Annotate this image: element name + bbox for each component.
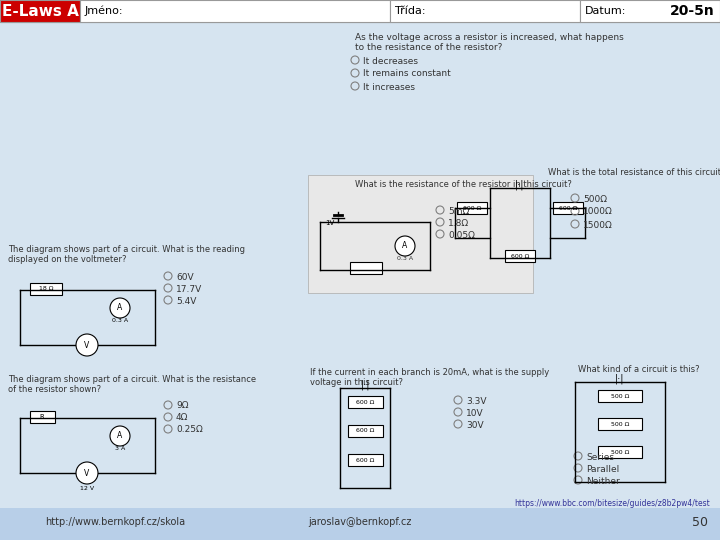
Text: |·|: |·| — [616, 374, 625, 384]
Bar — [598, 446, 642, 458]
Text: Series: Series — [586, 453, 614, 462]
Text: 5.4V: 5.4V — [176, 296, 197, 306]
Text: Parallel: Parallel — [586, 464, 619, 474]
Circle shape — [110, 298, 130, 318]
Text: 600 Ω: 600 Ω — [510, 253, 529, 259]
Text: 0.25Ω: 0.25Ω — [176, 426, 203, 435]
Text: 3 A: 3 A — [115, 447, 125, 451]
Text: 600 Ω: 600 Ω — [356, 400, 374, 404]
Bar — [0, 508, 720, 540]
Text: 30V: 30V — [466, 421, 484, 429]
Bar — [598, 418, 642, 430]
Text: 1.8Ω: 1.8Ω — [448, 219, 469, 227]
Text: What is the total resistance of this circuit?: What is the total resistance of this cir… — [548, 168, 720, 177]
Text: Neither: Neither — [586, 476, 620, 485]
Bar — [348, 454, 383, 466]
Bar — [505, 250, 535, 262]
Text: 0.3 A: 0.3 A — [397, 256, 413, 261]
Text: A: A — [402, 241, 408, 251]
Text: 600 Ω: 600 Ω — [559, 206, 577, 211]
Text: The diagram shows part of a circuit. What is the resistance
of the resistor show: The diagram shows part of a circuit. Wha… — [8, 375, 256, 394]
Text: |·|: |·| — [360, 380, 370, 390]
Text: Jméno:: Jméno: — [85, 6, 124, 16]
Text: As the voltage across a resistor is increased, what happens
to the resistance of: As the voltage across a resistor is incr… — [355, 33, 624, 52]
Text: 5mΩ: 5mΩ — [448, 206, 469, 215]
Bar — [30, 411, 55, 423]
Bar — [390, 0, 580, 22]
Text: V: V — [84, 469, 89, 477]
Text: 9Ω: 9Ω — [176, 402, 189, 410]
Text: http://www.bernkopf.cz/skola: http://www.bernkopf.cz/skola — [45, 517, 185, 527]
Text: A: A — [117, 431, 122, 441]
Text: The diagram shows part of a circuit. What is the reading
displayed on the voltme: The diagram shows part of a circuit. Wha… — [8, 245, 245, 265]
Text: It decreases: It decreases — [363, 57, 418, 65]
Text: It remains constant: It remains constant — [363, 70, 451, 78]
Text: 4Ω: 4Ω — [176, 414, 189, 422]
Bar — [348, 396, 383, 408]
Text: 500 Ω: 500 Ω — [611, 449, 629, 455]
Bar — [350, 262, 382, 274]
Text: 600 Ω: 600 Ω — [463, 206, 481, 211]
Text: 1500Ω: 1500Ω — [583, 220, 613, 230]
Bar — [0, 0, 80, 22]
Text: 1V: 1V — [325, 220, 334, 226]
Text: 20-5n: 20-5n — [670, 4, 715, 18]
Text: |·|: |·| — [516, 180, 525, 190]
Bar — [598, 390, 642, 402]
Text: 18 Ω: 18 Ω — [39, 287, 53, 292]
Circle shape — [76, 334, 98, 356]
Text: 600 Ω: 600 Ω — [356, 429, 374, 434]
Text: 17.7V: 17.7V — [176, 285, 202, 294]
Text: If the current in each branch is 20mA, what is the supply
voltage in this circui: If the current in each branch is 20mA, w… — [310, 368, 549, 387]
Text: 3.3V: 3.3V — [466, 396, 487, 406]
Text: It increases: It increases — [363, 83, 415, 91]
Text: 500Ω: 500Ω — [583, 194, 607, 204]
Text: E-Laws A: E-Laws A — [1, 3, 78, 18]
Bar — [80, 0, 390, 22]
Text: 60V: 60V — [176, 273, 194, 281]
Bar — [0, 0, 720, 22]
Text: Datum:: Datum: — [585, 6, 626, 16]
Text: jaroslav@bernkopf.cz: jaroslav@bernkopf.cz — [308, 517, 412, 527]
Text: 50: 50 — [692, 516, 708, 529]
Text: https://www.bbc.com/bitesize/guides/z8b2pw4/test: https://www.bbc.com/bitesize/guides/z8b2… — [514, 498, 710, 508]
Bar — [553, 202, 583, 214]
Circle shape — [76, 462, 98, 484]
Text: 500 Ω: 500 Ω — [611, 394, 629, 399]
Text: R: R — [40, 414, 45, 420]
Text: 0.05Ω: 0.05Ω — [448, 231, 475, 240]
Text: A: A — [117, 303, 122, 313]
Text: 500 Ω: 500 Ω — [611, 422, 629, 427]
Text: 600 Ω: 600 Ω — [356, 457, 374, 462]
Bar — [457, 202, 487, 214]
Bar — [580, 0, 720, 22]
Text: 0.3 A: 0.3 A — [112, 319, 128, 323]
Text: What kind of a circuit is this?: What kind of a circuit is this? — [578, 365, 700, 374]
Text: 1000Ω: 1000Ω — [583, 207, 613, 217]
Bar — [308, 175, 533, 293]
Text: What is the resistance of the resistor in this circuit?: What is the resistance of the resistor i… — [355, 180, 572, 189]
Circle shape — [395, 236, 415, 256]
Text: 12 V: 12 V — [80, 485, 94, 490]
Circle shape — [110, 426, 130, 446]
Bar — [348, 425, 383, 437]
Text: V: V — [84, 341, 89, 349]
Text: 10V: 10V — [466, 408, 484, 417]
Bar — [30, 283, 62, 295]
Text: Třída:: Třída: — [395, 6, 426, 16]
